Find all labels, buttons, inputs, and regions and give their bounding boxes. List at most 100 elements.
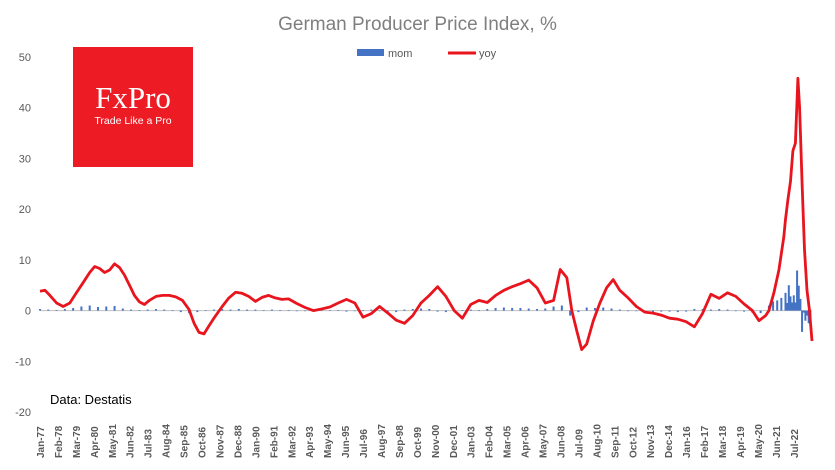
x-tick-label: Aug-84 [162,424,173,458]
mom-bar [726,309,729,311]
mom-bar [304,310,307,312]
mom-bar [55,310,58,311]
mom-bar [444,310,447,313]
x-tick-label: May-20 [754,424,765,458]
mom-bar [743,310,746,312]
mom-bar [254,309,257,311]
mom-bar [212,309,215,311]
mom-bar [395,310,398,313]
x-tick-label: Jul-96 [359,429,370,458]
mom-bar [130,309,133,311]
x-tick-label: Dec-14 [664,425,675,458]
mom-bar [796,270,799,311]
mom-bar [163,309,166,311]
legend-mom-label: mom [388,48,412,60]
chart-title: German Producer Price Index, % [278,14,557,35]
x-tick-label: Nov-13 [646,424,657,458]
x-tick-label: Nov-00 [431,424,442,458]
mom-bar [411,309,414,311]
x-tick-label: Apr-80 [90,426,101,458]
mom-bar [196,310,199,313]
mom-bar [585,307,588,311]
mom-bar [428,309,431,311]
x-tick-label: Feb-17 [700,425,711,458]
x-tick-label: Jun-21 [772,425,783,458]
x-tick-label: Feb-91 [269,425,280,458]
mom-bar [47,309,50,311]
mom-bar [295,310,298,312]
mom-bar [262,310,265,311]
mom-bar [791,302,794,311]
y-axis: -20 -10 0 10 20 30 40 50 [15,52,31,419]
mom-bar [469,309,472,311]
x-tick-label: Apr-06 [521,426,532,458]
mom-bar [759,310,762,314]
x-tick-label: Sep-98 [395,425,406,458]
legend-yoy-label: yoy [479,48,497,60]
mom-bar [171,310,174,311]
mom-bar [635,310,638,312]
mom-bar [96,307,99,311]
yoy-line-layer [39,76,814,351]
mom-bar [804,310,807,321]
mom-bar [461,310,464,311]
mom-bar [478,310,481,311]
y-tick-label: 20 [19,204,31,216]
mom-bar [668,310,671,312]
mom-bar [229,309,232,311]
mom-bar [502,307,505,311]
x-tick-label: Oct-86 [198,426,209,458]
x-tick-label: Sep-85 [180,425,191,458]
mom-bar [527,308,530,311]
x-tick-label: Jan-03 [467,426,478,458]
mom-bar [685,310,688,312]
mom-bar [270,309,273,311]
mom-bar [146,309,149,311]
x-tick-label: Jun-08 [556,425,567,458]
mom-bar [627,310,630,312]
x-tick-label: Jan-90 [251,426,262,458]
mom-bar [651,310,654,313]
mom-bar [772,301,775,311]
x-tick-label: Mar-79 [72,425,83,458]
mom-bar [799,298,802,311]
mom-bar [734,310,737,312]
x-tick-label: Jul-22 [790,429,801,458]
mom-bar [88,305,91,311]
mom-bar [780,297,783,311]
x-tick-label: Jul-09 [574,429,585,458]
x-tick-label: Jan-16 [682,426,693,458]
legend-mom-swatch [357,49,384,56]
x-tick-label: Dec-88 [233,425,244,458]
legend: mom yoy [357,48,497,60]
mom-bar [618,309,621,311]
mom-bar [246,309,249,311]
x-tick-label: May-07 [539,424,550,458]
mom-bar [39,309,41,311]
mom-bar [179,310,182,313]
mom-bar [519,308,522,311]
mom-bar [378,310,381,312]
mom-bar [560,305,563,311]
mom-bar [386,310,389,312]
x-tick-label: Apr-19 [736,426,747,458]
x-tick-label: Mar-92 [287,425,298,458]
mom-bar [610,308,613,311]
mom-bar [113,306,116,311]
mom-bar [535,309,538,311]
mom-bar [552,306,555,311]
x-tick-label: Feb-04 [485,425,496,458]
mom-bar [801,310,804,332]
mom-bar [511,308,514,311]
mom-bar [420,308,423,311]
y-tick-label: -10 [15,356,31,368]
x-tick-label: May-94 [323,424,334,458]
mom-bar [787,285,790,311]
mom-bar [776,300,779,311]
mom-bar [328,310,331,311]
mom-bar [784,292,787,311]
mom-bar [786,302,789,311]
x-tick-label: Aug-97 [377,424,388,458]
x-tick-label: Jun-95 [341,425,352,458]
